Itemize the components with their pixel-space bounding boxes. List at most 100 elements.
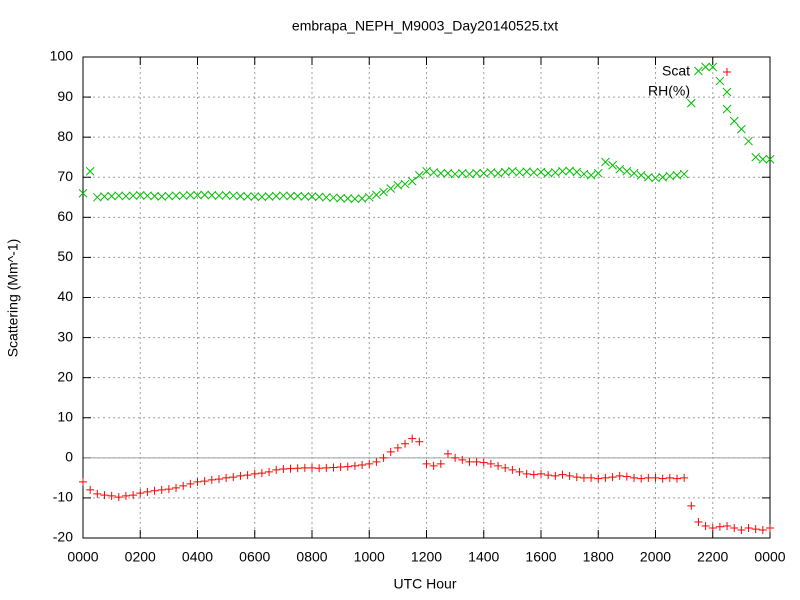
data-point	[307, 192, 317, 201]
data-point	[644, 473, 653, 482]
data-point	[622, 166, 632, 176]
data-point	[529, 168, 539, 177]
data-point	[565, 166, 574, 176]
data-point	[200, 190, 210, 200]
data-point	[694, 66, 703, 76]
data-point	[129, 491, 138, 500]
data-point	[643, 172, 653, 182]
data-point	[393, 443, 402, 452]
data-point	[436, 459, 445, 468]
data-point	[472, 457, 481, 466]
data-point	[193, 190, 202, 200]
data-point	[150, 191, 159, 201]
data-point	[350, 194, 360, 204]
data-point	[135, 190, 145, 200]
data-point	[651, 473, 660, 482]
data-point	[593, 168, 603, 178]
data-point	[672, 474, 681, 483]
data-point	[686, 98, 696, 108]
data-point	[500, 167, 510, 177]
data-point	[543, 168, 553, 178]
data-point	[100, 491, 109, 500]
data-point	[407, 176, 417, 186]
data-point	[687, 501, 696, 510]
data-point	[322, 463, 331, 472]
data-point	[100, 192, 109, 201]
data-point	[329, 193, 338, 203]
data-point	[143, 487, 152, 496]
data-point	[715, 76, 725, 86]
data-point	[143, 191, 152, 201]
data-point	[551, 471, 560, 480]
data-point	[414, 170, 424, 180]
x-axis-label: UTC Hour	[393, 576, 456, 592]
y-tick-label: 80	[57, 128, 73, 144]
data-point	[178, 191, 188, 201]
data-point	[737, 525, 746, 534]
y-tick-label: 0	[65, 449, 73, 465]
data-point	[443, 168, 453, 178]
data-point	[372, 457, 381, 466]
data-point	[601, 157, 610, 167]
data-point	[522, 167, 532, 176]
data-point	[400, 179, 410, 189]
data-point	[636, 170, 646, 180]
data-point	[479, 168, 489, 178]
x-tick-label: 0400	[182, 549, 213, 565]
data-point	[286, 464, 295, 473]
data-point	[572, 473, 581, 482]
data-point	[665, 171, 675, 181]
x-tick-label: 2000	[640, 549, 671, 565]
data-point	[751, 525, 760, 534]
data-point	[379, 187, 388, 197]
data-point	[672, 170, 682, 180]
data-point	[722, 104, 732, 114]
x-tick-label: 0000	[754, 549, 785, 565]
data-point	[222, 473, 231, 482]
data-point	[708, 62, 718, 72]
data-point	[243, 471, 252, 480]
data-point	[536, 167, 546, 177]
data-point	[265, 467, 274, 476]
data-point	[358, 461, 367, 470]
data-point	[214, 475, 223, 484]
data-point	[229, 473, 238, 482]
x-tick-label: 2200	[697, 549, 728, 565]
data-point	[172, 483, 181, 492]
data-point	[393, 180, 403, 190]
data-point	[114, 493, 123, 502]
data-point	[486, 168, 496, 177]
x-tick-label: 0200	[125, 549, 156, 565]
data-point	[601, 473, 610, 482]
data-point	[279, 465, 288, 474]
chart-title: embrapa_NEPH_M9003_Day20140525.txt	[292, 18, 558, 34]
x-tick-label: 1400	[468, 549, 499, 565]
data-point	[715, 522, 724, 531]
data-point	[622, 472, 631, 481]
data-point	[92, 192, 102, 202]
data-point	[450, 169, 460, 179]
y-tick-label: 40	[57, 288, 73, 304]
data-point	[157, 485, 166, 494]
data-point	[758, 525, 767, 534]
data-point	[214, 191, 224, 201]
data-point	[701, 521, 710, 530]
data-point	[558, 166, 567, 176]
data-point	[429, 168, 439, 177]
data-point	[207, 475, 216, 484]
data-point	[150, 486, 159, 495]
data-point	[422, 166, 431, 176]
data-point	[558, 470, 567, 479]
data-point	[193, 477, 202, 486]
data-point	[78, 188, 88, 198]
data-point	[422, 459, 431, 468]
data-point	[293, 464, 302, 473]
data-point	[472, 168, 481, 178]
x-tick-label: 1600	[525, 549, 556, 565]
x-tick-label: 1200	[411, 549, 442, 565]
data-point	[429, 461, 438, 470]
data-point	[579, 473, 588, 482]
data-point	[185, 190, 195, 200]
